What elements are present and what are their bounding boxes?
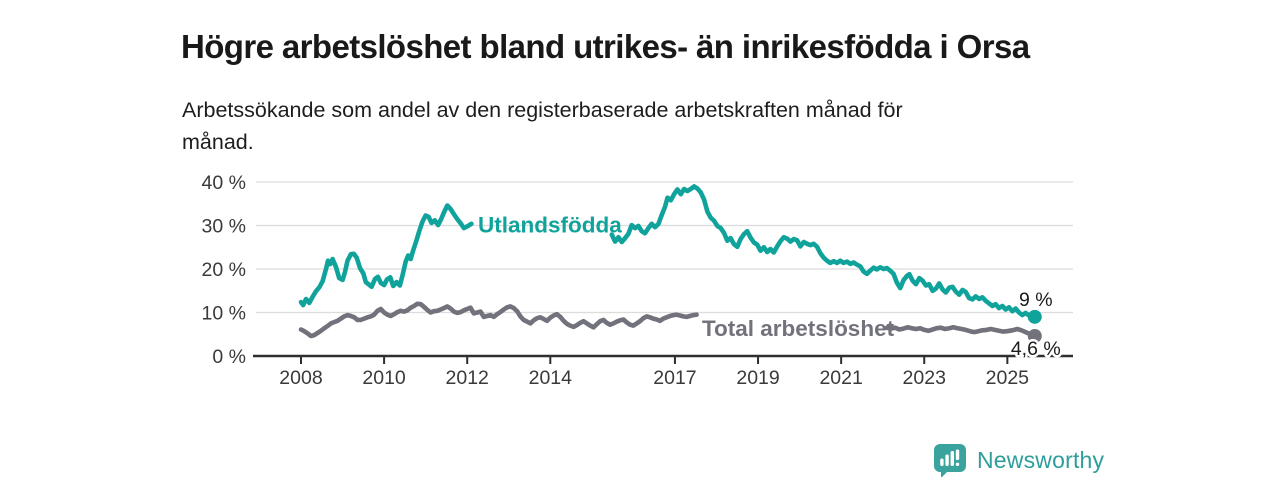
series-label-total-arbetsloshet: Total arbetslöshet (702, 316, 895, 341)
x-tick-label-2017: 2017 (653, 367, 696, 389)
x-tick-label-2025: 2025 (986, 367, 1030, 389)
y-tick-label-20: 20 % (202, 259, 246, 281)
x-tick-label-2012: 2012 (446, 367, 489, 389)
series-line-total-arbetsloshet-seg2 (884, 325, 1038, 339)
y-tick-label-10: 10 % (202, 303, 246, 325)
series-label-utlandsfodda: Utlandsfödda (478, 213, 622, 238)
brand-name: Newsworthy (977, 446, 1105, 473)
end-value-label-utlandsfodda: 9 % (1019, 289, 1053, 311)
series-line-utlandsfodda-seg1 (298, 203, 474, 308)
end-dot-utlandsfodda (1027, 309, 1042, 324)
bar-chart-speech-bubble-icon (934, 444, 966, 477)
x-tick-label-2014: 2014 (529, 367, 573, 389)
chart-subtitle: Arbetssökande som andel av den registerb… (182, 97, 903, 154)
y-tick-label-0: 0 % (212, 346, 246, 368)
page-title: Högre arbetslöshet bland utrikes- än inr… (181, 28, 1030, 66)
series-line-total-arbetsloshet-seg1 (298, 301, 699, 339)
y-tick-label-40: 40 % (202, 172, 246, 194)
end-value-label-total-arbetsloshet: 4,6 % (1011, 338, 1061, 360)
x-tick-label-2008: 2008 (279, 367, 322, 389)
newsworthy-logo: Newsworthy (933, 443, 1104, 477)
x-tick-label-2010: 2010 (362, 367, 406, 389)
x-tick-label-2023: 2023 (903, 367, 946, 389)
y-tick-label-30: 30 % (202, 216, 246, 238)
series-line-utlandsfodda-seg2 (609, 184, 1038, 320)
x-tick-label-2021: 2021 (819, 367, 862, 389)
end-dot-total-arbetsloshet (1027, 328, 1042, 343)
x-tick-label-2019: 2019 (736, 367, 779, 389)
